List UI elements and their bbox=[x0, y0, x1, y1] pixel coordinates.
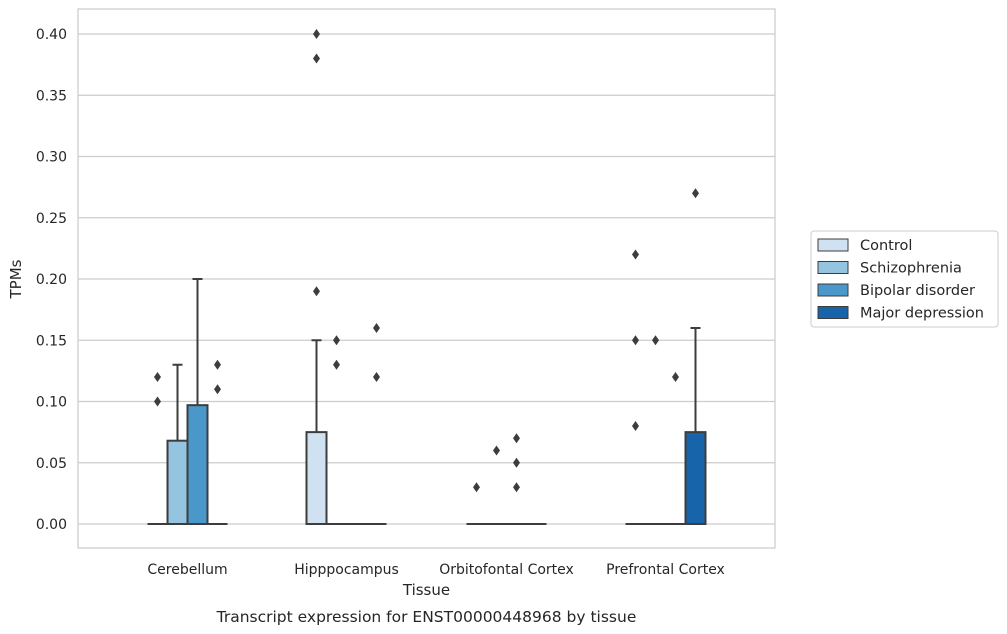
box-body bbox=[166, 439, 189, 526]
outlier-point bbox=[513, 433, 520, 444]
outlier-point bbox=[154, 372, 161, 382]
x-axis-title: Tissue bbox=[402, 581, 450, 599]
outlier-point bbox=[632, 335, 639, 346]
box-control-1 bbox=[305, 339, 328, 525]
outlier-point bbox=[313, 286, 320, 297]
legend-label: Major depression bbox=[860, 306, 984, 322]
outlier-point bbox=[692, 188, 699, 199]
x-tick-label: Prefrontal Cortex bbox=[606, 562, 725, 578]
legend-label: Schizophrenia bbox=[860, 261, 962, 277]
y-tick-label: 0.05 bbox=[36, 456, 67, 472]
outlier-point bbox=[214, 359, 221, 370]
y-tick-label: 0.10 bbox=[36, 395, 67, 411]
outlier-point bbox=[473, 482, 480, 493]
outlier-markers bbox=[154, 29, 699, 493]
outlier-point bbox=[154, 396, 161, 407]
outlier-point bbox=[632, 421, 639, 431]
box-plot-series bbox=[147, 278, 707, 526]
box-body bbox=[186, 404, 209, 525]
outlier-point bbox=[214, 384, 221, 395]
legend-label: Control bbox=[860, 238, 912, 254]
outlier-point bbox=[333, 359, 340, 370]
y-tick-label: 0.00 bbox=[36, 517, 67, 533]
legend-swatch bbox=[817, 261, 849, 274]
legend-swatch bbox=[817, 306, 849, 319]
outlier-point bbox=[513, 457, 520, 468]
legend-swatch bbox=[817, 238, 849, 252]
outlier-point bbox=[672, 372, 679, 382]
box-major-depression-3 bbox=[684, 327, 707, 525]
y-axis-ticks: 0.00 0.05 0.10 0.15 0.20 0.25 0.30 0.35 0.40 bbox=[36, 27, 67, 533]
outlier-point bbox=[313, 29, 320, 39]
x-tick-label: Orbitofontal Cortex bbox=[439, 562, 574, 578]
outlier-point bbox=[313, 53, 320, 64]
outlier-point bbox=[652, 335, 659, 346]
y-tick-label: 0.20 bbox=[36, 272, 67, 288]
x-axis-ticks: Cerebellum Hipppocampus Orbitofontal Corte… bbox=[147, 562, 724, 578]
outlier-point bbox=[373, 372, 380, 382]
y-tick-label: 0.30 bbox=[36, 150, 67, 166]
legend-frame bbox=[810, 230, 999, 328]
y-axis-title: TPMs bbox=[7, 259, 25, 299]
y-tick-label: 0.40 bbox=[36, 27, 67, 43]
legend-swatch bbox=[817, 283, 849, 297]
x-tick-label: Cerebellum bbox=[147, 562, 227, 578]
box-bipolar-disorder-0 bbox=[186, 278, 209, 525]
outlier-point bbox=[333, 335, 340, 346]
legend: Control Schizophrenia Bipolar disorder Majo… bbox=[810, 230, 999, 328]
legend-label: Bipolar disorder bbox=[860, 283, 975, 299]
outlier-point bbox=[513, 482, 520, 493]
y-tick-label: 0.25 bbox=[36, 211, 67, 227]
box-schizophrenia-0 bbox=[166, 363, 189, 526]
outlier-point bbox=[493, 445, 500, 456]
x-tick-label: Hipppocampus bbox=[294, 562, 399, 578]
chart-caption: Transcript expression for ENST0000044896… bbox=[216, 608, 637, 626]
outlier-point bbox=[632, 249, 639, 260]
plot-area-frame bbox=[77, 8, 776, 549]
box-body bbox=[684, 431, 707, 525]
y-tick-label: 0.15 bbox=[36, 333, 67, 349]
outlier-point bbox=[373, 323, 380, 333]
box-body bbox=[305, 431, 328, 525]
y-tick-label: 0.35 bbox=[36, 88, 67, 104]
